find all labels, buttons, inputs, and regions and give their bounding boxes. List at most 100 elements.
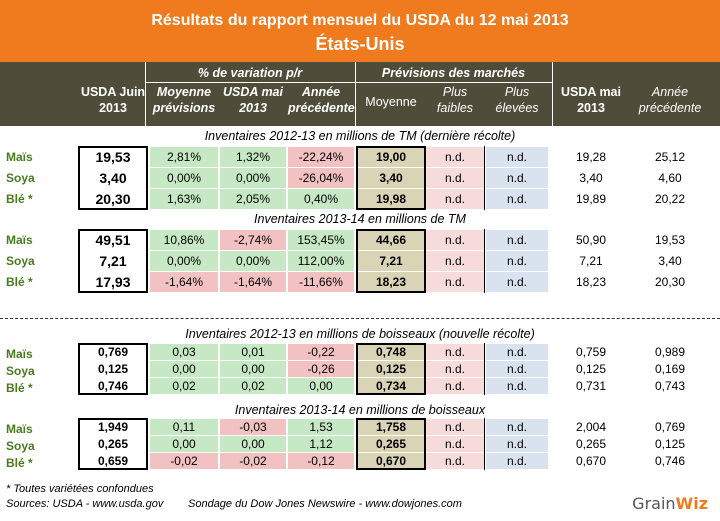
row-label: Maïs bbox=[6, 233, 33, 247]
table-cell: 19,89 bbox=[575, 192, 607, 206]
row-label: Blé * bbox=[6, 275, 33, 289]
page-title: Résultats du rapport mensuel du USDA du … bbox=[151, 12, 569, 29]
table-cell: 153,45% bbox=[288, 230, 354, 250]
row-label: Blé * bbox=[6, 456, 33, 470]
moyenne-box bbox=[356, 229, 426, 293]
table-cell: 0,746 bbox=[654, 454, 686, 468]
usda-box bbox=[78, 146, 148, 210]
table-cell: 0,265 bbox=[358, 436, 424, 452]
footnote-note: * Toutes variétées confondues bbox=[6, 483, 154, 495]
row-label: Soya bbox=[6, 439, 35, 453]
row-label: Soya bbox=[6, 364, 35, 378]
usda-box bbox=[78, 343, 148, 395]
row-label: Maïs bbox=[6, 150, 33, 164]
table-cell: 2,81% bbox=[150, 147, 218, 167]
table-cell: 4,60 bbox=[658, 171, 682, 185]
table-cell: 1,53 bbox=[288, 419, 354, 435]
grainwiz-logo: GrainWiz bbox=[632, 494, 708, 513]
moyenne-box bbox=[356, 343, 426, 395]
table-cell: 20,30 bbox=[95, 191, 131, 207]
divider bbox=[484, 146, 486, 210]
table-cell: 44,66 bbox=[358, 230, 424, 250]
table-cell: -22,24% bbox=[288, 147, 354, 167]
table-cell: n.d. bbox=[426, 168, 484, 188]
table-cell: 49,51 bbox=[95, 232, 131, 248]
table-cell: 0,00% bbox=[150, 168, 218, 188]
table-cell: -0,03 bbox=[220, 419, 286, 435]
table-cell: 20,30 bbox=[654, 275, 686, 289]
table-cell: 0,00 bbox=[220, 361, 286, 377]
table-cell: n.d. bbox=[426, 344, 484, 360]
table-cell: 1,63% bbox=[150, 189, 218, 209]
table-cell: 0,125 bbox=[97, 362, 129, 376]
section-divider bbox=[0, 318, 720, 319]
table-cell: 0,40% bbox=[288, 189, 354, 209]
divider bbox=[484, 229, 486, 293]
table-cell: 17,93 bbox=[95, 274, 131, 290]
table-cell: 0,00% bbox=[150, 251, 218, 271]
table-cell: 18,23 bbox=[358, 272, 424, 292]
table-cell: n.d. bbox=[426, 453, 484, 469]
table-cell: 0,00% bbox=[220, 168, 286, 188]
header-prev-high: Plus élevées bbox=[495, 85, 539, 115]
table-cell: n.d. bbox=[486, 344, 548, 360]
table-cell: -0,26 bbox=[288, 361, 354, 377]
moyenne-box bbox=[356, 146, 426, 210]
table-cell: 1,12 bbox=[288, 436, 354, 452]
table-cell: n.d. bbox=[426, 436, 484, 452]
page-subtitle: États-Unis bbox=[315, 34, 405, 54]
table-cell: n.d. bbox=[486, 251, 548, 271]
table-cell: 0,670 bbox=[575, 454, 607, 468]
table-cell: 3,40 bbox=[658, 254, 682, 268]
table-cell: 0,01 bbox=[220, 344, 286, 360]
table-cell: 0,265 bbox=[97, 437, 129, 451]
section-title: Inventaires 2012-13 en millions de boiss… bbox=[185, 327, 535, 341]
table-cell: 10,86% bbox=[150, 230, 218, 250]
table-cell: 2,004 bbox=[575, 420, 607, 434]
row-label: Soya bbox=[6, 254, 35, 268]
table-cell: 0,125 bbox=[654, 437, 686, 451]
table-cell: 0,989 bbox=[654, 345, 686, 359]
table-cell: 0,00 bbox=[220, 436, 286, 452]
table-cell: n.d. bbox=[486, 378, 548, 394]
table-cell: -1,64% bbox=[150, 272, 218, 292]
table-cell: 3,40 bbox=[579, 171, 603, 185]
table-cell: 2,05% bbox=[220, 189, 286, 209]
section-title: Inventaires 2013-14 en millions de TM bbox=[254, 212, 466, 226]
table-cell: 0,00% bbox=[220, 251, 286, 271]
table-cell: n.d. bbox=[486, 453, 548, 469]
table-cell: n.d. bbox=[486, 168, 548, 188]
row-label: Blé * bbox=[6, 192, 33, 206]
table-cell: 0,02 bbox=[150, 378, 218, 394]
title-banner: Résultats du rapport mensuel du USDA du … bbox=[0, 0, 720, 62]
header-usda-juin: USDA Juin 2013 bbox=[80, 85, 146, 115]
table-cell: -0,02 bbox=[150, 453, 218, 469]
table-cell: 0,743 bbox=[654, 379, 686, 393]
table-cell: 19,98 bbox=[358, 189, 424, 209]
table-cell: 0,00 bbox=[150, 436, 218, 452]
table-cell: 0,734 bbox=[358, 378, 424, 394]
table-cell: n.d. bbox=[486, 361, 548, 377]
table-cell: n.d. bbox=[486, 147, 548, 167]
table-cell: 0,169 bbox=[654, 362, 686, 376]
header-pct-annee: Année précédente bbox=[288, 85, 355, 115]
table-cell: n.d. bbox=[426, 147, 484, 167]
table-cell: -26,04% bbox=[288, 168, 354, 188]
header-pct-usda-mai: USDA mai 2013 bbox=[223, 85, 283, 115]
row-label: Soya bbox=[6, 171, 35, 185]
footnote-sondage: Sondage du Dow Jones Newswire - www.dowj… bbox=[188, 498, 462, 510]
table-cell: 0,659 bbox=[97, 454, 129, 468]
table-cell: 19,00 bbox=[358, 147, 424, 167]
table-cell: n.d. bbox=[426, 251, 484, 271]
table-cell: -0,12 bbox=[288, 453, 354, 469]
moyenne-box bbox=[356, 418, 426, 470]
row-label: Maïs bbox=[6, 422, 33, 436]
table-cell: 50,90 bbox=[575, 233, 607, 247]
usda-box bbox=[78, 229, 148, 293]
table-cell: n.d. bbox=[486, 272, 548, 292]
table-cell: n.d. bbox=[486, 230, 548, 250]
table-cell: 20,22 bbox=[654, 192, 686, 206]
table-cell: 1,949 bbox=[97, 420, 129, 434]
header-pct-moyenne: Moyenne prévisions bbox=[152, 85, 216, 115]
table-cell: 0,125 bbox=[575, 362, 607, 376]
